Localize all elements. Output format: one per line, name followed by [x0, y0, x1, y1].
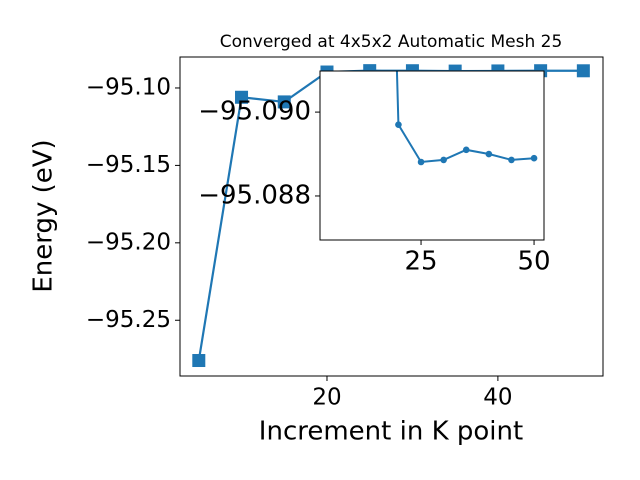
x-tick-label: 50	[518, 247, 551, 277]
data-point	[395, 121, 402, 128]
data-point	[485, 150, 493, 158]
x-tick-label: 40	[483, 385, 512, 411]
data-point	[440, 156, 447, 164]
y-tick-label: −95.25	[86, 307, 171, 333]
series-group	[395, 71, 538, 166]
data-point	[530, 154, 538, 162]
x-tick-label: 20	[312, 385, 341, 411]
axes-frame	[319, 70, 545, 241]
data-point	[277, 95, 291, 109]
series-line	[395, 71, 535, 164]
y-tick-label: −95.090	[198, 97, 311, 127]
data-point	[417, 158, 425, 166]
data-point	[576, 64, 590, 78]
data-point	[235, 90, 249, 104]
y-tick-label: −95.20	[86, 229, 171, 255]
y-axis-label: Energy (eV)	[29, 139, 59, 292]
x-tick-label: 25	[404, 247, 437, 277]
data-point	[508, 156, 515, 164]
y-tick-label: −95.10	[86, 74, 171, 100]
chart-title: Converged at 4x5x2 Automatic Mesh 25	[220, 32, 563, 52]
data-point	[192, 354, 206, 368]
x-axis-label: Increment in K point	[259, 417, 523, 447]
y-tick-label: −95.15	[86, 152, 171, 178]
data-point	[462, 146, 470, 154]
y-tick-label: −95.088	[198, 180, 311, 210]
plot-area	[320, 71, 544, 240]
axes-frame	[179, 56, 604, 377]
